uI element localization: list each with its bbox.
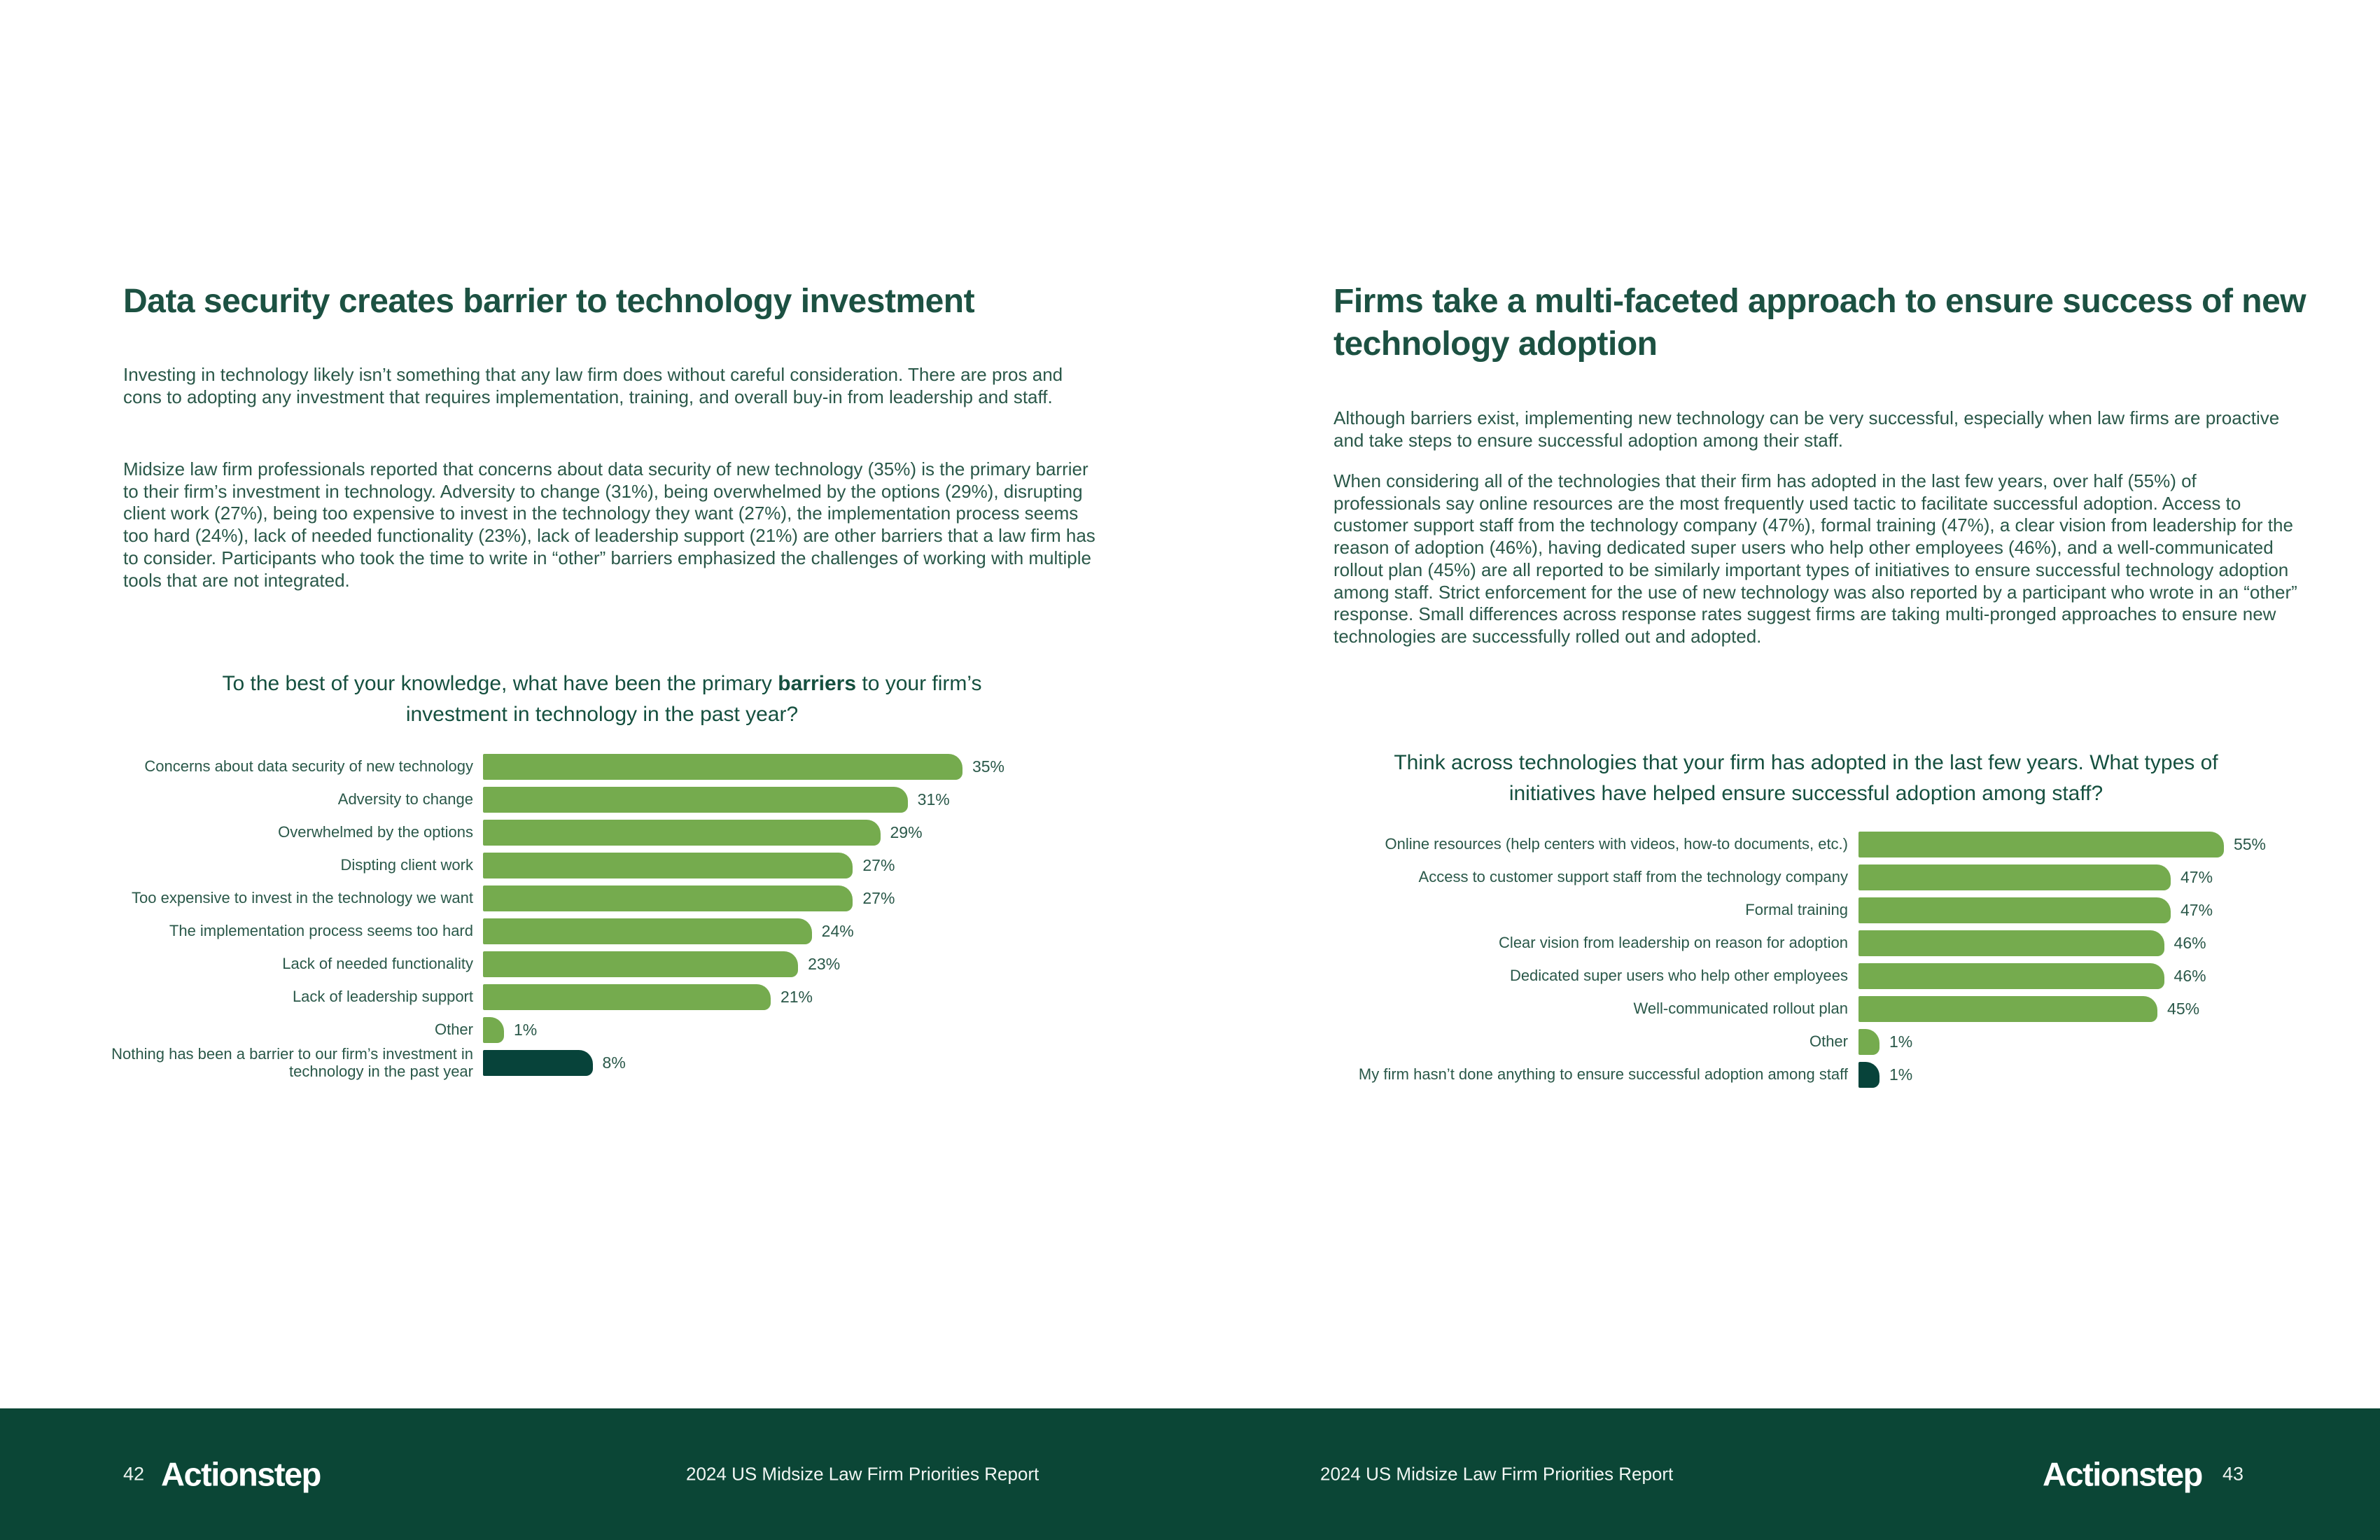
bar-label: Access to customer support staff from th… (1418, 868, 1848, 886)
report-title-footer-left: 2024 US Midsize Law Firm Priorities Repo… (686, 1463, 1040, 1485)
bar-label: My firm hasn’t done anything to ensure s… (1358, 1065, 1848, 1084)
chart-question-line: initiatives have helped ensure successfu… (1508, 782, 2104, 806)
bar-value: 46% (2174, 967, 2206, 985)
bar (1858, 832, 2224, 858)
bar (483, 754, 962, 780)
bar-label: The implementation process seems too har… (169, 922, 473, 940)
chart-row: Lack of needed functionality 23% (98, 948, 1004, 981)
bar (1858, 864, 2171, 890)
bar-label: Overwhelmed by the options (278, 823, 473, 841)
chart-question-left: To the best of your knowledge, what have… (133, 668, 1071, 730)
body-paragraph: Investing in technology likely isn’t som… (123, 364, 1063, 407)
bar (1858, 996, 2158, 1022)
chart-row: Well-communicated rollout plan 45% (1312, 993, 2266, 1026)
bar-label: Formal training (1745, 901, 1848, 919)
bar (483, 984, 771, 1010)
barriers-bar-chart: Concerns about data security of new tech… (98, 750, 1004, 1079)
bar (483, 853, 853, 878)
actionstep-logo: Actionstep (161, 1455, 321, 1493)
body-paragraph: Midsize law firm professionals reported … (123, 458, 1096, 591)
bar-value: 24% (821, 922, 854, 940)
chart-question-right: Think across technologies that your firm… (1316, 748, 2296, 809)
bar (1858, 930, 2164, 956)
page-number-left: 42 (123, 1463, 145, 1485)
chart-row: Other 1% (98, 1014, 1004, 1046)
bar-value: 1% (1889, 1032, 1913, 1051)
bar-value: 27% (862, 889, 895, 907)
footer: 42 Actionstep 2024 US Midsize Law Firm P… (0, 1408, 2380, 1540)
bar-value: 35% (972, 757, 1004, 776)
bar-value: 23% (808, 955, 841, 973)
bar-label: Too expensive to invest in the technolog… (132, 889, 473, 907)
chart-row: Overwhelmed by the options 29% (98, 816, 1004, 849)
body-paragraph: When considering all of the technologies… (1334, 470, 2297, 648)
bar-label: Lack of leadership support (292, 988, 473, 1006)
chart-row: Formal training 47% (1312, 894, 2266, 927)
bar-value: 45% (2167, 1000, 2200, 1018)
actionstep-logo: Actionstep (2043, 1455, 2203, 1493)
chart-question-text: to your firm’s (856, 672, 982, 695)
bar-value: 29% (890, 823, 923, 841)
chart-row: Dispting client work 27% (98, 849, 1004, 882)
bar-value: 47% (2180, 901, 2213, 919)
bar-value: 47% (2180, 868, 2213, 886)
chart-question-bold-word: barriers (778, 672, 857, 695)
bar-value: 46% (2174, 934, 2206, 952)
bar (483, 1050, 593, 1076)
body-paragraph: Although barriers exist, implementing ne… (1334, 407, 2280, 451)
bar (1858, 897, 2171, 923)
bar-value: 21% (780, 988, 813, 1006)
chart-row: Access to customer support staff from th… (1312, 861, 2266, 894)
bar-value: 27% (862, 856, 895, 874)
chart-row: Concerns about data security of new tech… (98, 750, 1004, 783)
bar-label: Nothing has been a barrier to our firm’s… (111, 1044, 473, 1080)
page-number-right: 43 (2222, 1463, 2244, 1485)
bar-label: Lack of needed functionality (282, 955, 473, 973)
chart-question-line: Think across technologies that your firm… (1394, 751, 2218, 774)
bar (483, 918, 812, 944)
bar-label: Clear vision from leadership on reason f… (1499, 934, 1848, 952)
chart-row: Dedicated super users who help other emp… (1312, 960, 2266, 993)
chart-row: Lack of leadership support 21% (98, 981, 1004, 1014)
report-title-footer-right: 2024 US Midsize Law Firm Priorities Repo… (1320, 1463, 1674, 1485)
page-title-left: Data security creates barrier to technol… (123, 283, 975, 320)
chart-row: Nothing has been a barrier to our firm’s… (98, 1044, 1004, 1080)
bar-label: Well-communicated rollout plan (1633, 1000, 1848, 1018)
bar-label: Online resources (help centers with vide… (1385, 835, 1848, 853)
chart-question-line: investment in technology in the past yea… (405, 703, 799, 727)
chart-row: My firm hasn’t done anything to ensure s… (1312, 1058, 2266, 1091)
bar-label: Dedicated super users who help other emp… (1509, 967, 1848, 985)
chart-row: The implementation process seems too har… (98, 915, 1004, 948)
adoption-initiatives-bar-chart: Online resources (help centers with vide… (1312, 828, 2266, 1091)
page-title-right: Firms take a multi-faceted approach to e… (1334, 283, 2306, 363)
bar (483, 787, 908, 813)
bar-value: 1% (514, 1021, 538, 1039)
bar-value: 55% (2233, 835, 2266, 853)
bar-label: Adversity to change (337, 790, 473, 808)
chart-question-line: To the best of your knowledge, what have… (133, 668, 1071, 699)
bar-label: Other (434, 1021, 473, 1039)
chart-row: Too expensive to invest in the technolog… (98, 882, 1004, 915)
chart-row: Other 1% (1312, 1026, 2266, 1058)
chart-row: Online resources (help centers with vide… (1312, 828, 2266, 861)
bar (483, 1017, 504, 1043)
chart-row: Clear vision from leadership on reason f… (1312, 927, 2266, 960)
bar-value: 31% (917, 790, 950, 808)
bar-value: 8% (602, 1054, 626, 1072)
chart-question-text: To the best of your knowledge, what have… (222, 672, 778, 695)
bar-value: 1% (1889, 1065, 1913, 1084)
bar (1858, 1062, 1879, 1088)
bar (1858, 963, 2164, 989)
bar-label: Dispting client work (340, 856, 473, 874)
bar (483, 951, 799, 977)
bar (1858, 1029, 1879, 1055)
bar (483, 820, 881, 846)
chart-row: Adversity to change 31% (98, 783, 1004, 816)
bar-label: Other (1809, 1032, 1848, 1051)
bar (483, 886, 853, 911)
bar-label: Concerns about data security of new tech… (144, 757, 473, 776)
